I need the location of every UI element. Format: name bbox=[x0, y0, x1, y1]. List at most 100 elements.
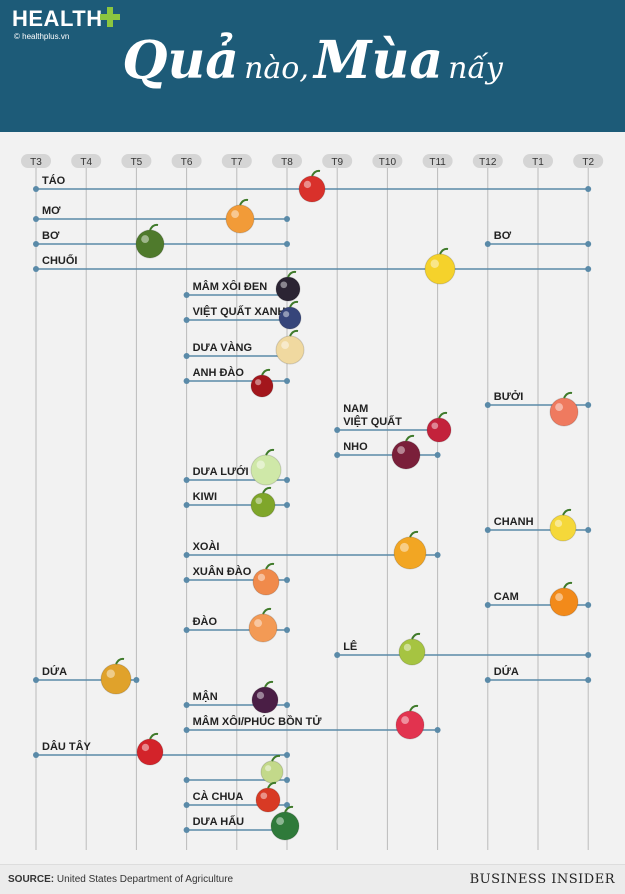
fruit-label: BƠ bbox=[42, 230, 60, 242]
month-pill bbox=[322, 154, 353, 168]
fruit-label: VIỆT QUẤT bbox=[343, 415, 402, 428]
plum-icon-stem bbox=[264, 680, 274, 688]
nectarine-icon-stem bbox=[265, 562, 275, 570]
fruit-label: NHO bbox=[343, 441, 368, 453]
pear-icon-body bbox=[398, 638, 426, 666]
fruit-label: DƯA HẤU bbox=[193, 815, 245, 828]
grape-icon-body bbox=[391, 440, 421, 470]
month-label: T9 bbox=[331, 157, 343, 168]
month-pill bbox=[523, 154, 553, 168]
month-pill bbox=[472, 154, 503, 168]
month-pill bbox=[71, 154, 102, 168]
season-start-dot bbox=[334, 452, 341, 458]
title-word-4: nấy bbox=[448, 51, 503, 86]
month-label: T1 bbox=[532, 157, 544, 168]
season-start-dot bbox=[334, 652, 341, 658]
fruit-label: MÂM XÔI ĐEN bbox=[193, 280, 268, 293]
season-end-dot bbox=[133, 677, 140, 683]
fruit-label: DƯA LƯỚI bbox=[193, 465, 249, 478]
pineapple-icon-stem bbox=[115, 657, 125, 665]
month-pill bbox=[121, 154, 152, 168]
cranberry-icon bbox=[426, 411, 452, 443]
season-start-dot bbox=[183, 292, 190, 298]
plum-icon-shine bbox=[256, 691, 265, 700]
cranberry-icon-shine bbox=[431, 422, 439, 430]
avocado-icon-shine bbox=[141, 235, 150, 244]
fruit-label: MƠ bbox=[42, 205, 61, 217]
season-end-dot bbox=[585, 652, 592, 658]
blueberry-icon bbox=[278, 300, 302, 330]
apple-icon bbox=[298, 169, 326, 203]
peach-icon-shine bbox=[254, 619, 263, 628]
source-note: SOURCE: United States Department of Agri… bbox=[8, 874, 233, 885]
strawberry-icon bbox=[136, 732, 164, 766]
grape-icon bbox=[391, 434, 421, 470]
grapefruit-icon-stem bbox=[563, 391, 573, 399]
cantaloupe-icon-body bbox=[275, 335, 305, 365]
fruit-label: VIỆT QUẤT XANH bbox=[193, 305, 286, 318]
season-start-dot bbox=[183, 702, 190, 708]
raspberry-icon bbox=[395, 704, 425, 740]
season-end-dot bbox=[284, 577, 290, 583]
grapefruit-icon-body bbox=[549, 397, 579, 427]
season-start-dot bbox=[183, 777, 190, 783]
season-start-dot bbox=[334, 427, 341, 433]
grapefruit-icon bbox=[549, 391, 579, 427]
nectarine-icon bbox=[252, 562, 280, 596]
mango-icon-stem bbox=[409, 530, 419, 538]
tomato-icon bbox=[255, 781, 281, 813]
fruit-label: NAM bbox=[343, 403, 368, 415]
apricot-icon-body bbox=[225, 204, 255, 234]
peach-icon bbox=[248, 607, 278, 643]
header-banner: HEALTH © healthplus.vn Quả nào, Mùa nấy bbox=[0, 0, 625, 132]
nectarine-icon-shine bbox=[257, 573, 266, 582]
month-pill bbox=[422, 154, 453, 168]
season-end-dot bbox=[284, 702, 290, 708]
season-end-dot bbox=[585, 241, 592, 247]
season-start-dot bbox=[183, 353, 190, 359]
orange-icon-stem bbox=[563, 581, 573, 589]
honeydew-icon-body bbox=[250, 454, 282, 486]
honeydew-icon-shine bbox=[256, 460, 265, 469]
pineapple-icon-body bbox=[100, 663, 132, 695]
month-label: T10 bbox=[379, 157, 397, 168]
season-start-dot bbox=[183, 502, 190, 508]
season-start-dot bbox=[484, 241, 491, 247]
tomato-icon-shine bbox=[260, 792, 268, 800]
month-pill bbox=[21, 154, 51, 168]
avocado-icon-body bbox=[135, 229, 165, 259]
month-pill bbox=[573, 154, 604, 168]
page-title: Quả nào, Mùa nấy bbox=[0, 30, 625, 91]
season-end-dot bbox=[284, 627, 290, 633]
plum-icon bbox=[251, 680, 279, 714]
cherry-icon bbox=[250, 368, 274, 398]
orange-icon-body bbox=[549, 587, 579, 617]
pineapple-icon bbox=[100, 657, 132, 695]
season-start-dot bbox=[33, 186, 39, 192]
season-start-dot bbox=[183, 577, 190, 583]
lemon-icon-shine bbox=[554, 519, 563, 528]
watermelon-icon bbox=[270, 805, 300, 841]
apple-icon-stem bbox=[311, 169, 321, 177]
fruit-label: CHUỐI bbox=[42, 253, 77, 267]
season-start-dot bbox=[484, 677, 491, 683]
season-end-dot bbox=[284, 216, 290, 222]
plum-icon-body bbox=[251, 686, 279, 714]
season-start-dot bbox=[33, 677, 39, 683]
apricot-icon bbox=[225, 198, 255, 234]
season-end-dot bbox=[585, 527, 592, 533]
cantaloupe-icon-shine bbox=[281, 341, 290, 350]
fruit-label: MẬN bbox=[193, 690, 218, 703]
month-pill bbox=[272, 154, 302, 168]
tomato-icon-body bbox=[255, 787, 281, 813]
blackberry-icon-shine bbox=[280, 281, 288, 289]
blackberry-icon-stem bbox=[287, 270, 297, 278]
logo-plus-icon bbox=[100, 7, 120, 27]
month-pill bbox=[221, 154, 252, 168]
fruit-label: KIWI bbox=[193, 491, 217, 503]
season-start-dot bbox=[183, 552, 190, 558]
pear-icon-shine bbox=[403, 643, 412, 652]
month-label: T4 bbox=[80, 157, 92, 168]
raspberry-icon-shine bbox=[401, 716, 410, 725]
